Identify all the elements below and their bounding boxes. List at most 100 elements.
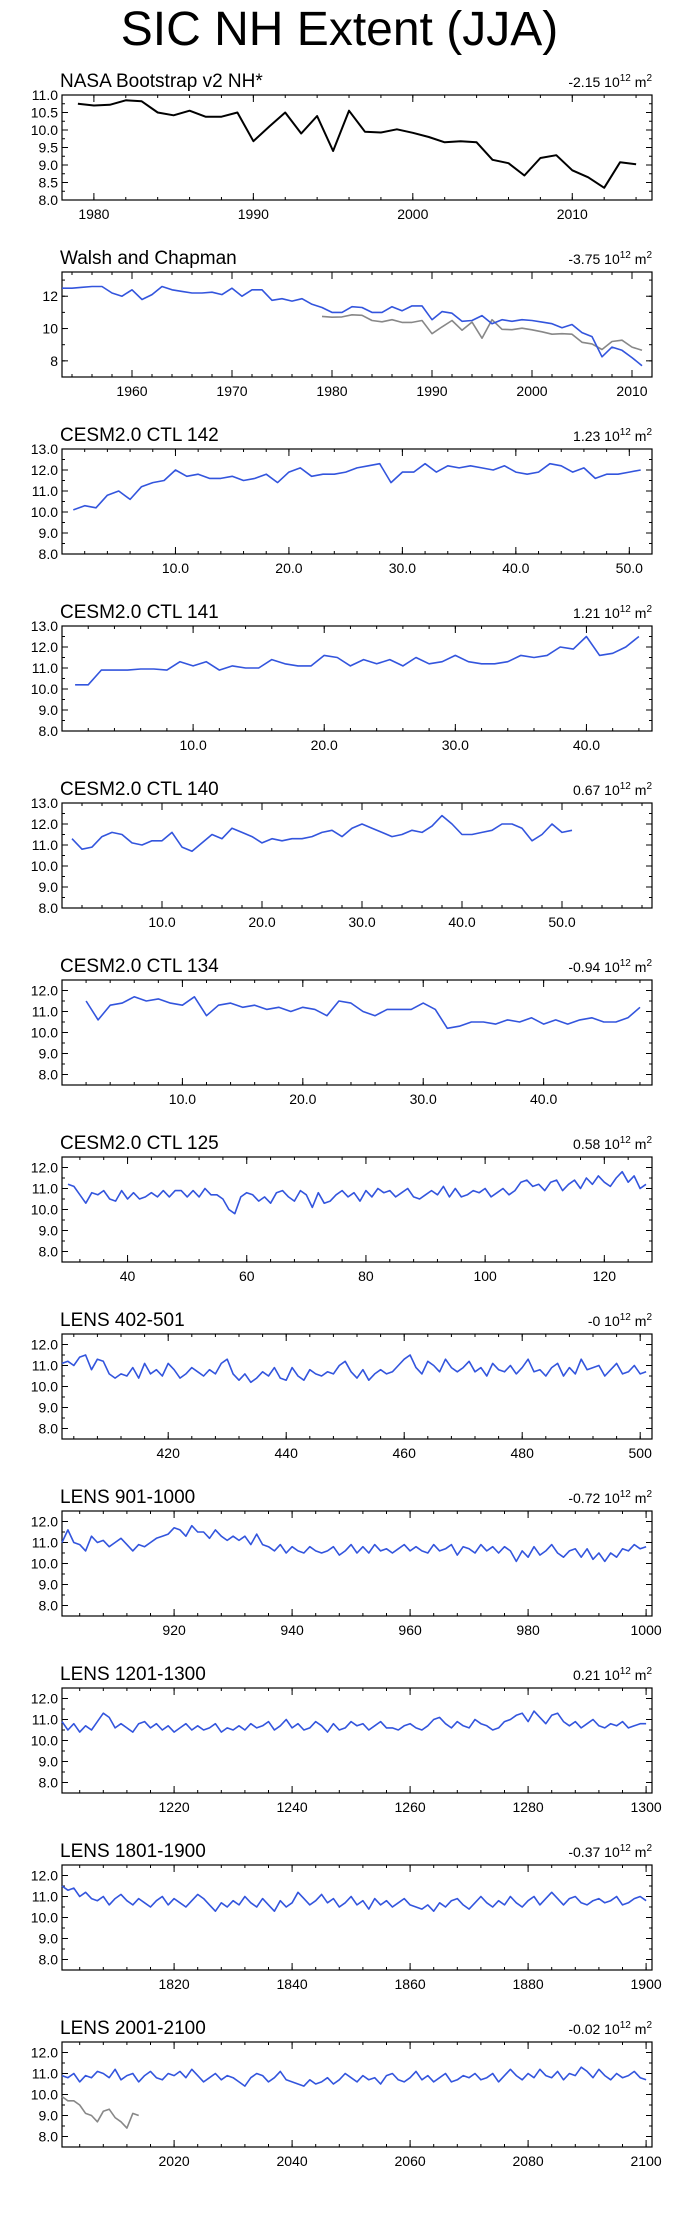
plot-frame — [61, 1687, 653, 1794]
panel-title: LENS 402-501 — [60, 1310, 185, 1331]
x-tick-label: 1980 — [78, 206, 109, 222]
x-tick-label: 480 — [511, 1445, 535, 1461]
trend-unit-exp: 12 — [620, 1312, 632, 1323]
series-line-gray — [321, 313, 643, 352]
x-tick-label: 40.0 — [502, 560, 529, 576]
y-tick-label: 11.0 — [32, 2066, 58, 2082]
trend-unit-base: 10 — [604, 782, 620, 798]
y-tick-label: 11.0 — [32, 1004, 58, 1020]
y-tick-label: 11.0 — [32, 1358, 58, 1374]
panel-title: NASA Bootstrap v2 NH* — [60, 71, 263, 92]
y-tick-label: 9.0 — [39, 1400, 59, 1416]
x-tick-label: 2000 — [397, 206, 428, 222]
y-tick-label: 11.0 — [32, 87, 58, 103]
chart-panel-3: CESM2.0 CTL 141 1.21 1012 m2 8.0 9.0 10.0 11.… — [31, 602, 653, 753]
y-tick-label: 11.0 — [32, 1181, 58, 1197]
y-tick-label: 8.0 — [39, 1067, 59, 1083]
trend-value: -0.37 — [568, 1844, 604, 1860]
panel-title: LENS 901-1000 — [60, 1487, 195, 1508]
y-tick-label: 10.5 — [31, 105, 58, 121]
trend-unit-m-exp: 2 — [646, 1843, 652, 1854]
x-tick-label: 420 — [157, 1445, 181, 1461]
trend-unit-m-exp: 2 — [646, 1312, 652, 1323]
y-tick-label: 8.0 — [39, 1421, 59, 1437]
trend-unit-exp: 12 — [620, 427, 632, 438]
trend-label: 0.67 1012 m2 — [573, 781, 652, 798]
chart-panel-8: LENS 901-1000 -0.72 1012 m2 8.0 9.0 10.0 11.0… — [31, 1487, 662, 1638]
trend-label: 1.23 1012 m2 — [573, 427, 652, 444]
y-tick-label: 9.0 — [39, 525, 59, 541]
trend-value: 0.21 — [573, 1667, 604, 1683]
y-tick-label: 9.0 — [39, 879, 59, 895]
y-tick-label: 12.0 — [31, 462, 58, 478]
trend-unit-m-exp: 2 — [646, 781, 652, 792]
x-tick-label: 1260 — [395, 1799, 426, 1815]
trend-value: 1.23 — [573, 428, 604, 444]
y-tick-label: 10.0 — [31, 858, 58, 874]
x-tick-label: 30.0 — [442, 737, 469, 753]
x-tick-label: 120 — [593, 1268, 617, 1284]
x-tick-label: 500 — [629, 1445, 653, 1461]
x-tick-label: 940 — [280, 1622, 304, 1638]
y-tick-label: 11.0 — [32, 1535, 58, 1551]
y-tick-label: 8.0 — [39, 2129, 59, 2145]
trend-unit-exp: 12 — [620, 73, 632, 84]
trend-unit-m: m — [631, 959, 647, 975]
trend-unit-exp: 12 — [620, 1489, 632, 1500]
trend-label: 0.58 1012 m2 — [573, 1135, 652, 1152]
y-tick-label: 9.0 — [39, 702, 59, 718]
y-tick-label: 11.0 — [32, 483, 58, 499]
plot-frame — [61, 1333, 653, 1440]
plot-frame — [61, 448, 653, 555]
trend-unit-m: m — [631, 1844, 647, 1860]
series-line-blue — [61, 1524, 647, 1563]
main-title: SIC NH Extent (JJA) — [120, 3, 559, 56]
x-tick-label: 440 — [275, 1445, 299, 1461]
series-line-blue — [67, 1170, 647, 1215]
chart-panel-4: CESM2.0 CTL 140 0.67 1012 m2 8.0 9.0 10.0 11.… — [31, 779, 653, 930]
y-tick-label: 8.0 — [39, 1952, 59, 1968]
x-tick-label: 10.0 — [148, 914, 175, 930]
trend-unit-exp: 12 — [620, 1135, 632, 1146]
trend-value: -0.02 — [568, 2021, 604, 2037]
y-tick-label: 13.0 — [31, 795, 58, 811]
chart-panel-2: CESM2.0 CTL 142 1.23 1012 m2 8.0 9.0 10.0 11.… — [31, 425, 653, 576]
x-tick-label: 10.0 — [169, 1091, 196, 1107]
panel-title: LENS 1801-1900 — [60, 1841, 206, 1862]
trend-unit-base: 10 — [604, 1490, 620, 1506]
x-tick-label: 1820 — [159, 1976, 190, 1992]
x-tick-label: 1240 — [277, 1799, 308, 1815]
y-tick-label: 13.0 — [31, 441, 58, 457]
y-tick-label: 8.0 — [39, 723, 59, 739]
x-tick-label: 1280 — [513, 1799, 544, 1815]
y-tick-label: 10.0 — [31, 1910, 58, 1926]
trend-unit-m-exp: 2 — [646, 2020, 652, 2031]
series-line-blue — [61, 1710, 647, 1733]
y-tick-label: 12 — [42, 288, 58, 304]
trend-unit-m-exp: 2 — [646, 604, 652, 615]
x-tick-label: 2010 — [557, 206, 588, 222]
y-tick-label: 10.0 — [31, 1202, 58, 1218]
trend-unit-base: 10 — [604, 1667, 620, 1683]
y-tick-label: 9.0 — [39, 1754, 59, 1770]
plot-frame — [61, 94, 653, 201]
plot-frame — [61, 1156, 653, 1263]
x-tick-label: 460 — [393, 1445, 417, 1461]
series-line-blue — [75, 635, 640, 686]
trend-unit-m-exp: 2 — [646, 250, 652, 261]
y-tick-label: 12.0 — [31, 1337, 58, 1353]
trend-unit-m: m — [631, 251, 647, 267]
trend-value: -0.94 — [568, 959, 604, 975]
trend-unit-exp: 12 — [620, 2020, 632, 2031]
trend-unit-m: m — [631, 74, 647, 90]
trend-unit-base: 10 — [604, 428, 620, 444]
trend-unit-base: 10 — [604, 1313, 620, 1329]
trend-unit-m: m — [631, 2021, 647, 2037]
trend-label: -0.72 1012 m2 — [568, 1489, 652, 1506]
x-tick-label: 920 — [162, 1622, 186, 1638]
series-line-blue — [62, 285, 643, 367]
plot-frame — [61, 802, 653, 909]
